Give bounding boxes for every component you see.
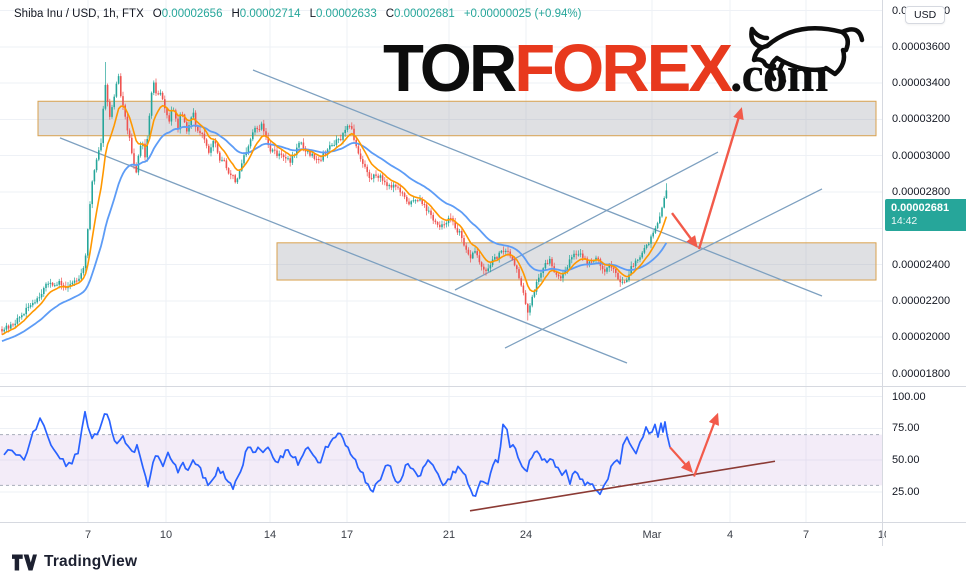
price-axis-label: 0.00003200 [892, 113, 951, 126]
price-axis-label: 0.00003600 [892, 40, 951, 53]
ascending-channel-upper[interactable] [454, 151, 719, 291]
price-axis[interactable]: 0.000038000.000036000.000034000.00003200… [882, 0, 966, 546]
rsi-rally-arrow[interactable] [692, 412, 719, 477]
tradingview-brand-text[interactable]: TradingView [44, 553, 138, 570]
price-axis-label: 0.00003400 [892, 77, 951, 90]
rsi-axis-label: 25.00 [892, 485, 920, 498]
rsi-ascending-trendline[interactable] [469, 460, 776, 512]
descending-resistance-line[interactable] [252, 69, 823, 297]
ohlc-L: L0.00002633 [309, 8, 377, 20]
time-axis-label: 21 [442, 529, 456, 541]
time-axis-label: 24 [519, 529, 533, 541]
time-axis-label: Mar [642, 529, 662, 541]
forecast-rally-arrow[interactable] [697, 107, 744, 250]
price-axis-label: 0.00003000 [892, 149, 951, 162]
price-chart-pane[interactable] [0, 0, 882, 387]
rsi-line [3, 410, 671, 497]
rsi-band [0, 434, 882, 486]
rsi-indicator-pane[interactable] [0, 387, 882, 522]
price-axis-label: 0.00002200 [892, 294, 951, 307]
bottom-bar: TradingView [0, 547, 966, 577]
symbol-header: Shiba Inu / USD, 1h, FTX O0.00002656 H0.00… [14, 8, 581, 20]
ascending-channel-lower[interactable] [504, 188, 823, 349]
time-axis-label: 4 [726, 529, 734, 541]
time-axis-label: 17 [340, 529, 354, 541]
ohlc-C: C0.00002681 [385, 8, 455, 20]
last-price-value: 0.00002681 [891, 201, 950, 214]
rsi-pullback-arrow[interactable] [669, 446, 693, 474]
ma-fast-line [1, 104, 668, 336]
price-change: +0.00000025 (+0.94%) [463, 8, 582, 20]
time-axis-label: 10 [159, 529, 173, 541]
rsi-axis-label: 50.00 [892, 454, 920, 466]
currency-toggle-button[interactable]: USD [905, 6, 946, 24]
time-axis-label: 14 [263, 529, 277, 541]
descending-support-line[interactable] [59, 137, 628, 364]
price-axis-label: 0.00002800 [892, 186, 951, 198]
time-axis[interactable]: 7 10 14 17 21 24 Mar 4 7 10 [0, 522, 966, 548]
symbol-title: Shiba Inu / USD, 1h, FTX [14, 8, 144, 20]
price-axis-label: 0.00002400 [892, 258, 951, 271]
ohlc-O: O0.00002656 [152, 8, 223, 20]
time-axis-label: 7 [84, 529, 92, 541]
rsi-axis-label: 75.00 [892, 422, 920, 435]
price-axis-label: 0.00001800 [892, 367, 951, 380]
rsi-axis-label: 100.00 [892, 390, 926, 403]
time-axis-label: 10 [877, 529, 886, 541]
pane-separator[interactable] [0, 386, 966, 387]
ma-slow-line [1, 124, 668, 342]
last-price-badge: 0.00002681 14:42 [885, 198, 966, 232]
ohlc-H: H0.00002714 [231, 8, 301, 20]
forecast-pullback-arrow[interactable] [671, 212, 698, 248]
tradingview-logo-icon[interactable] [12, 553, 37, 571]
time-axis-label: 7 [802, 529, 810, 541]
candle-countdown: 14:42 [891, 215, 918, 228]
price-axis-label: 0.00002000 [892, 331, 951, 344]
